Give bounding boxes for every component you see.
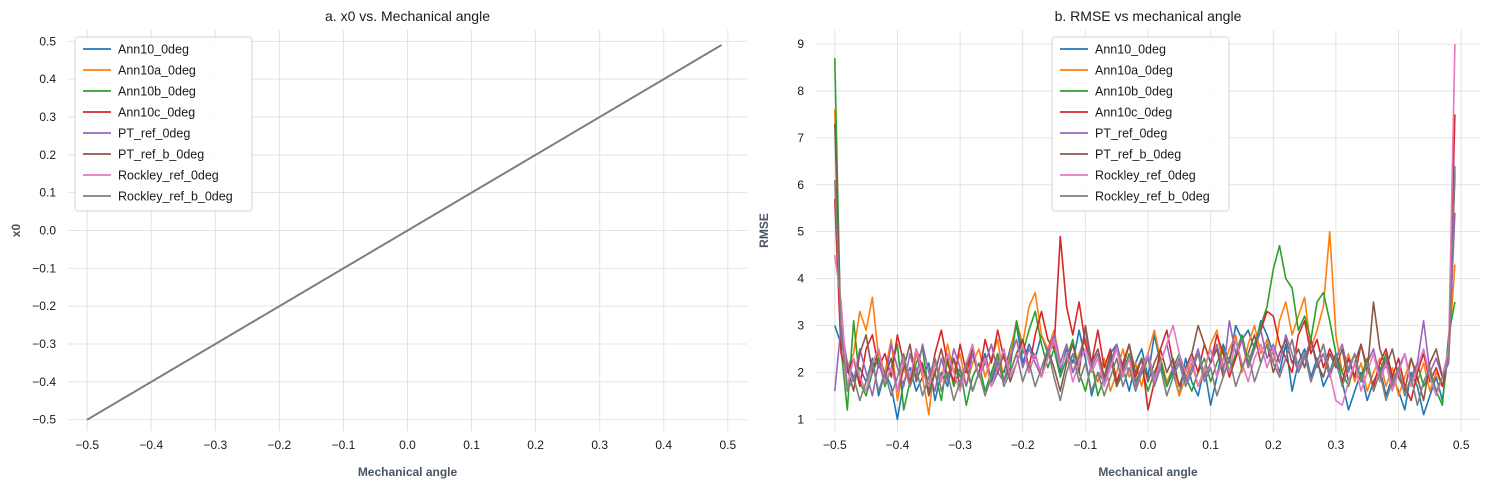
panel-a-legend-frame [74,36,253,212]
panel-a-legend-label-rockley-ref-0deg: Rockley_ref_0deg [118,169,219,183]
panel-a-legend-label-ann10b-0deg: Ann10b_0deg [118,85,196,99]
panel-b-series-line-ann10c-0deg [834,114,1456,411]
panel-b-x-tick-label: 0.1 [1202,438,1219,452]
panel-a-y-tick-label: 0.3 [39,110,56,124]
panel-a-x-tick-label: −0.4 [139,438,163,452]
panel-b-x-tick-label: −0.2 [1011,438,1035,452]
panel-a-legend-label-ann10c-0deg: Ann10c_0deg [118,106,195,120]
panel-b-legend-label-ann10a-0deg: Ann10a_0deg [1095,64,1173,78]
panel-a-legend-label-rockley-ref-b-0deg: Rockley_ref_b_0deg [118,190,233,204]
panel-a-y-tick-label: −0.5 [32,413,56,427]
panel-b-y-tick-label: 9 [797,37,804,51]
panel-b-legend-label-pt-ref-0deg: PT_ref_0deg [1095,127,1167,141]
panel-b-legend-label-ann10-0deg: Ann10_0deg [1095,43,1166,57]
panel-b-y-tick-label: 2 [797,365,804,379]
panel-b-legend-label-rockley-ref-0deg: Rockley_ref_0deg [1095,169,1196,183]
panel-b-x-ticks: −0.5 −0.4 −0.3 −0.2 −0.1 0.0 0.1 0.2 0.3 0.4 0.5 [823,438,1470,452]
panel-a-x-tick-label: −0.2 [268,438,292,452]
panel-a-legend: Ann10_0deg Ann10a_0deg Ann10b_0deg Ann10c_0… [74,36,253,212]
panel-a-x-tick-label: 0.0 [399,438,416,452]
panel-a-y-tick-label: −0.3 [32,337,56,351]
panel-a-x-tick-label: 0.3 [591,438,608,452]
panel-b-x-tick-label: 0.5 [1453,438,1470,452]
panel-b-x-tick-label: −0.1 [1074,438,1098,452]
panel-b-y-tick-label: 5 [797,225,804,239]
panel-b-rmse-vs-angle: −0.5 −0.4 −0.3 −0.2 −0.1 0.0 0.1 0.2 0.3 0.4 0.5 1… [757,8,1480,479]
panel-a-y-axis-label: x0 [9,224,23,238]
panel-a-y-tick-label: 0.0 [39,224,56,238]
panel-a-legend-label-ann10-0deg: Ann10_0deg [118,43,189,57]
panel-b-legend-label-ann10c-0deg: Ann10c_0deg [1095,106,1172,120]
panel-b-x-tick-label: 0.4 [1390,438,1407,452]
panel-b-x-tick-label: −0.3 [948,438,972,452]
panel-a-legend-label-ann10a-0deg: Ann10a_0deg [118,64,196,78]
panel-a-series [86,44,722,421]
panel-a-y-tick-label: −0.4 [32,375,56,389]
panel-b-x-tick-label: 0.2 [1265,438,1282,452]
panel-a-y-tick-label: 0.4 [39,72,56,86]
panel-a-series-line-rockley-ref-b-0deg [86,44,722,421]
panel-a-y-tick-label: −0.1 [32,261,56,275]
panel-a-grid [68,30,747,431]
panel-b-y-tick-label: 1 [797,412,804,426]
panel-b-x-tick-label: −0.5 [823,438,847,452]
panel-a-x-tick-label: 0.1 [463,438,480,452]
panel-b-series-line-rockley-ref-b-0deg [834,165,1456,407]
panel-a-y-ticks: −0.5 −0.4 −0.3 −0.2 −0.1 0.0 0.1 0.2 0.3 0.4 0.5 [32,34,56,426]
panel-b-x-tick-label: −0.4 [886,438,910,452]
panel-a-y-tick-label: 0.2 [39,148,56,162]
panel-b-legend: Ann10_0deg Ann10a_0deg Ann10b_0deg Ann10c_0… [1051,36,1230,212]
panel-a-y-tick-label: 0.5 [39,34,56,48]
panel-a-y-tick-label: −0.2 [32,299,56,313]
panel-b-series [834,44,1456,421]
panel-b-x-axis-label: Mechanical angle [1098,465,1198,479]
panel-b-y-axis-label: RMSE [757,213,771,248]
panel-a-legend-label-pt-ref-0deg: PT_ref_0deg [118,127,190,141]
panel-b-y-ticks: 1 2 3 4 5 6 7 8 9 [797,37,804,426]
panel-a-x-tick-label: 0.5 [719,438,736,452]
panel-a-x0-vs-angle: −0.5 −0.4 −0.3 −0.2 −0.1 0.0 0.1 0.2 0.3 0.4 0.5 −… [9,8,747,479]
panel-a-y-tick-label: 0.1 [39,186,56,200]
panel-a-x-ticks: −0.5 −0.4 −0.3 −0.2 −0.1 0.0 0.1 0.2 0.3 0.4 0.5 [75,438,736,452]
panel-b-title: b. RMSE vs mechanical angle [1055,8,1242,24]
panel-b-x-tick-label: 0.3 [1328,438,1345,452]
panel-a-x-tick-label: −0.3 [203,438,227,452]
panel-b-legend-frame [1051,36,1230,212]
panel-b-y-tick-label: 3 [797,318,804,332]
panel-b-legend-label-pt-ref-b-0deg: PT_ref_b_0deg [1095,148,1181,162]
panel-a-x-tick-label: −0.5 [75,438,99,452]
panel-a-x-tick-label: 0.4 [655,438,672,452]
panel-b-legend-label-rockley-ref-b-0deg: Rockley_ref_b_0deg [1095,190,1210,204]
panel-a-legend-label-pt-ref-b-0deg: PT_ref_b_0deg [118,148,204,162]
panel-a-x-tick-label: −0.1 [332,438,356,452]
panel-a-x-axis-label: Mechanical angle [358,465,458,479]
panel-b-x-tick-label: 0.0 [1140,438,1157,452]
panel-b-y-tick-label: 8 [797,84,804,98]
panel-b-legend-label-ann10b-0deg: Ann10b_0deg [1095,85,1173,99]
panel-b-y-tick-label: 4 [797,272,804,286]
panel-b-y-tick-label: 6 [797,178,804,192]
panel-a-title: a. x0 vs. Mechanical angle [325,8,490,24]
panel-b-y-tick-label: 7 [797,131,804,145]
panel-a-x-tick-label: 0.2 [527,438,544,452]
